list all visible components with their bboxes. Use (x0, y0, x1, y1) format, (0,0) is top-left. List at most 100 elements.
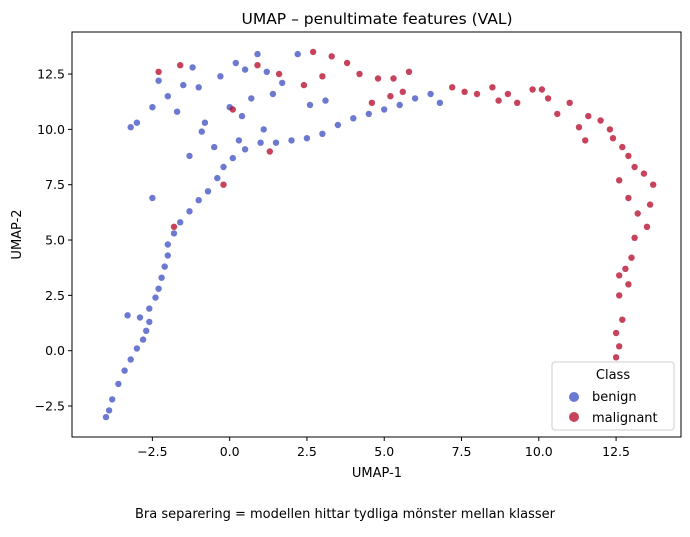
malignant-point (343, 59, 351, 67)
benign-point (427, 90, 434, 98)
benign-point (146, 318, 153, 326)
benign-point (189, 64, 196, 71)
malignant-point (319, 73, 326, 80)
malignant-point (356, 70, 363, 78)
benign-point (155, 285, 162, 292)
malignant-point (582, 137, 589, 144)
malignant-point (514, 99, 521, 107)
benign-point (279, 79, 286, 87)
malignant-point (489, 84, 496, 91)
benign-point (260, 126, 267, 133)
benign-point (201, 119, 209, 126)
legend: Class benign malignant (551, 361, 675, 431)
benign-point (365, 110, 372, 118)
chart-title: UMAP – penultimate features (VAL) (241, 10, 512, 28)
benign-point (177, 219, 184, 226)
benign-point (149, 194, 156, 202)
malignant-point (177, 61, 184, 69)
malignant-point (616, 292, 623, 299)
malignant-point (616, 177, 623, 184)
benign-point (263, 68, 270, 76)
malignant-point (609, 135, 617, 142)
malignant-point (266, 148, 273, 155)
benign-point (220, 163, 227, 171)
benign-point (257, 139, 264, 146)
benign-point (124, 312, 131, 319)
benign-point (143, 327, 150, 334)
malignant-point (640, 170, 648, 177)
benign-point (272, 139, 280, 146)
benign-point (350, 115, 357, 122)
benign-point (195, 197, 202, 204)
malignant-point (625, 152, 632, 160)
x-tick-label: 0.0 (220, 444, 240, 459)
benign-point (155, 77, 162, 84)
benign-point (204, 188, 212, 195)
malignant-point (619, 143, 626, 151)
benign-point (173, 108, 181, 115)
benign-point (241, 146, 249, 153)
legend-label-malignant: malignant (592, 411, 658, 426)
benign-point (217, 73, 224, 80)
malignant-point (170, 223, 178, 230)
benign-point (149, 104, 156, 111)
malignant-point (495, 97, 502, 104)
benign-point (214, 174, 221, 182)
malignant-point (585, 112, 592, 120)
x-tick-label: 10.0 (525, 444, 553, 459)
benign-point (164, 93, 171, 100)
malignant-point (300, 81, 308, 89)
legend-box (551, 361, 675, 431)
malignant-point (399, 88, 406, 96)
malignant-point (538, 86, 546, 93)
malignant-point (554, 110, 561, 118)
malignant-point (566, 99, 573, 107)
benign-point (306, 101, 314, 109)
benign-point (170, 230, 178, 237)
malignant-point (374, 75, 382, 82)
malignant-point (328, 53, 335, 60)
malignant-point (309, 48, 317, 56)
y-tick-label: −2.5 (35, 399, 65, 414)
benign-point (133, 119, 141, 126)
malignant-point (619, 316, 626, 323)
points-layer (102, 48, 657, 421)
malignant-point (650, 181, 657, 188)
y-tick-label: 0.0 (45, 343, 65, 358)
malignant-point (387, 93, 394, 100)
malignant-point (575, 124, 583, 131)
malignant-point (625, 194, 632, 202)
malignant-point (625, 281, 632, 288)
benign-point (109, 396, 116, 403)
benign-point (229, 154, 236, 162)
y-tick-label: 5.0 (45, 233, 65, 248)
malignant-point (622, 265, 629, 272)
benign-point (186, 208, 193, 215)
benign-point (161, 263, 168, 270)
benign-point (121, 367, 128, 374)
malignant-point (616, 343, 623, 350)
benign-point (235, 137, 243, 144)
benign-point (411, 95, 419, 102)
benign-point (164, 252, 171, 259)
malignant-point (634, 210, 641, 217)
benign-point (294, 50, 301, 58)
malignant-point (390, 75, 397, 82)
y-tick-label: 12.5 (37, 67, 65, 82)
malignant-point (631, 234, 638, 241)
benign-point (198, 128, 205, 135)
benign-point (269, 90, 277, 98)
x-tick-label: 7.5 (452, 444, 472, 459)
malignant-point (229, 106, 236, 113)
malignant-point (631, 163, 638, 171)
malignant-point (544, 95, 552, 102)
malignant-point (504, 90, 512, 98)
benign-point (436, 99, 444, 107)
figure-caption: Bra separering = modellen hittar tydliga… (135, 507, 555, 522)
malignant-point (254, 61, 261, 69)
y-ticks: −2.5 0.0 2.5 5.0 7.5 10.0 12.5 (35, 67, 72, 414)
benign-point (319, 130, 326, 137)
legend-title: Class (596, 368, 630, 383)
benign-point (232, 59, 239, 67)
